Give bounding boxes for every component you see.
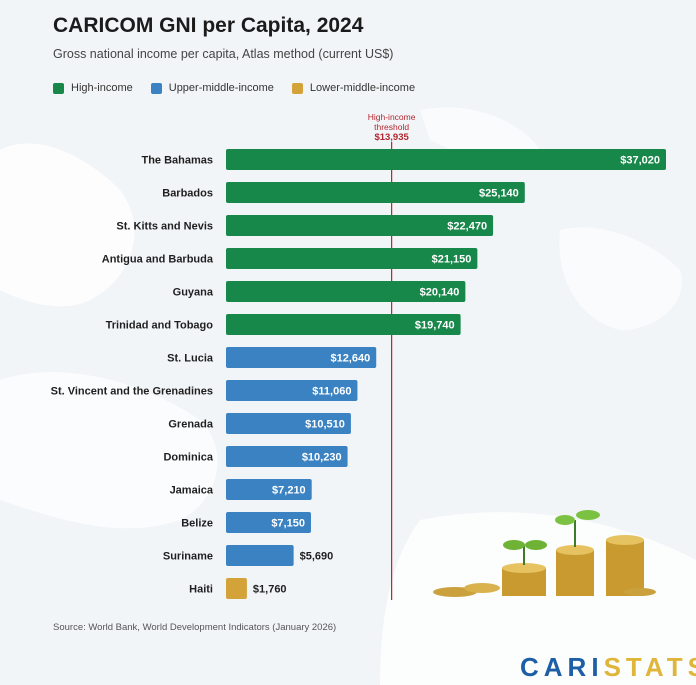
legend: High-income Upper-middle-income Lower-mi… xyxy=(53,82,415,94)
category-label-trinidad-and-tobago: Trinidad and Tobago xyxy=(106,320,214,332)
threshold-label: $13,935 xyxy=(374,132,409,143)
value-label-belize: $7,150 xyxy=(271,518,305,530)
legend-swatch-lower-middle-income xyxy=(291,82,303,94)
bar-st-lucia xyxy=(226,347,377,368)
bar-st-kitts-and-nevis xyxy=(226,215,494,236)
caristats-logo: CARISTATS xyxy=(520,652,696,683)
value-label-st-kitts-and-nevis: $22,470 xyxy=(447,221,487,233)
category-label-guyana: Guyana xyxy=(173,287,214,299)
value-label-haiti: $1,760 xyxy=(253,584,287,596)
bar-the-bahamas xyxy=(226,149,666,170)
legend-swatch-high-income xyxy=(53,82,64,94)
threshold-label: threshold xyxy=(374,122,409,132)
bar-guyana xyxy=(226,281,466,302)
value-label-barbados: $25,140 xyxy=(479,188,519,200)
value-label-trinidad-and-tobago: $19,740 xyxy=(415,320,455,332)
category-label-st-kitts-and-nevis: St. Kitts and Nevis xyxy=(116,221,213,233)
category-label-the-bahamas: The Bahamas xyxy=(141,155,213,167)
value-label-the-bahamas: $37,020 xyxy=(620,155,660,167)
bar-jamaica xyxy=(226,479,312,500)
legend-item-upper-middle-income: Upper-middle-income xyxy=(150,82,274,94)
category-label-st-vincent-and-the-grenadines: St. Vincent and the Grenadines xyxy=(51,386,213,398)
bar-grenada xyxy=(226,413,351,434)
threshold-label: High-income xyxy=(368,112,416,122)
logo-text-part2: STATS xyxy=(603,652,696,682)
bar-trinidad-and-tobago xyxy=(226,314,461,335)
value-label-antigua-and-barbuda: $21,150 xyxy=(432,254,472,266)
category-label-st-lucia: St. Lucia xyxy=(167,353,214,365)
value-label-dominica: $10,230 xyxy=(302,452,342,464)
bar-haiti xyxy=(226,578,247,599)
bar-antigua-and-barbuda xyxy=(226,248,478,269)
category-label-antigua-and-barbuda: Antigua and Barbuda xyxy=(102,254,214,266)
source-note: Source: World Bank, World Development In… xyxy=(53,622,337,633)
category-label-jamaica: Jamaica xyxy=(170,485,214,497)
value-label-guyana: $20,140 xyxy=(420,287,460,299)
value-label-suriname: $5,690 xyxy=(300,551,334,563)
bar-belize xyxy=(226,512,311,533)
category-label-dominica: Dominica xyxy=(163,452,213,464)
category-label-barbados: Barbados xyxy=(162,188,213,200)
bar-barbados xyxy=(226,182,525,203)
value-label-st-vincent-and-the-grenadines: $11,060 xyxy=(312,386,351,398)
bar-dominica xyxy=(226,446,348,467)
logo-text-part1: CARI xyxy=(520,652,604,682)
legend-item-high-income: High-income xyxy=(53,82,133,94)
legend-label: Lower-middle-income xyxy=(309,82,416,94)
category-label-suriname: Suriname xyxy=(163,551,213,563)
legend-swatch-upper-middle-income xyxy=(150,82,162,94)
value-label-grenada: $10,510 xyxy=(305,419,345,431)
legend-label: Upper-middle-income xyxy=(168,82,274,94)
legend-item-lower-middle-income: Lower-middle-income xyxy=(291,82,416,94)
category-label-belize: Belize xyxy=(181,518,213,530)
chart-subtitle: Gross national income per capita, Atlas … xyxy=(53,47,394,61)
chart-title: CARICOM GNI per Capita, 2024 xyxy=(53,14,364,37)
coin-stacks-illustration xyxy=(433,510,656,597)
legend-label: High-income xyxy=(71,82,133,94)
category-label-haiti: Haiti xyxy=(189,584,213,596)
category-label-grenada: Grenada xyxy=(168,419,214,431)
bar-suriname xyxy=(226,545,294,566)
value-label-st-lucia: $12,640 xyxy=(330,353,370,365)
value-label-jamaica: $7,210 xyxy=(272,485,306,497)
bar-st-vincent-and-the-grenadines xyxy=(226,380,358,401)
